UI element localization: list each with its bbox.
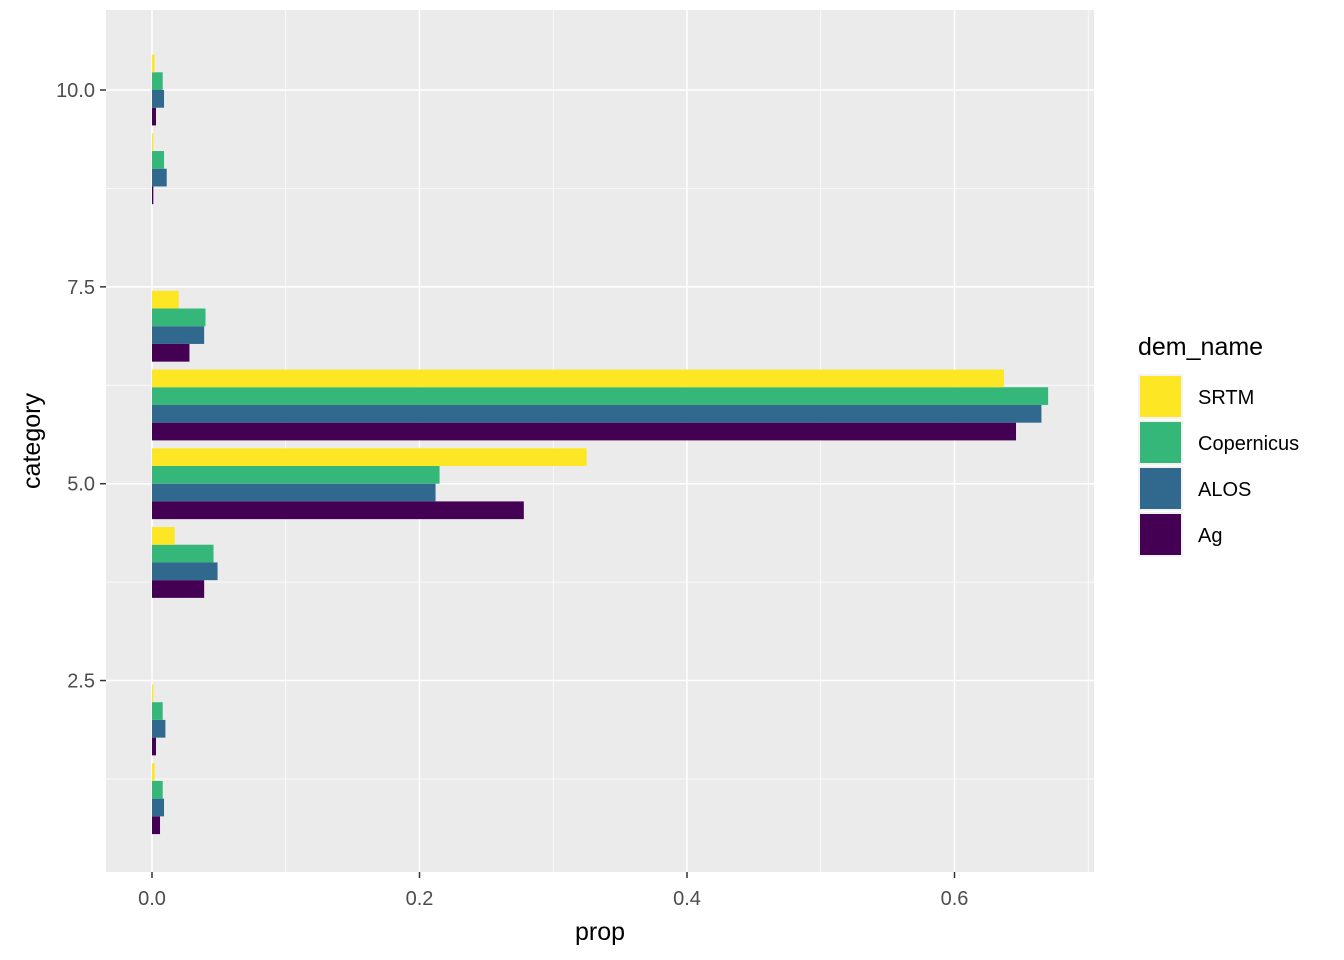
bar-ag-cat-9	[152, 186, 154, 205]
bar-ag-cat-6	[152, 422, 1017, 441]
bar-srtm-cat-4	[152, 527, 175, 545]
bar-ag-cat-10	[152, 107, 157, 126]
legend-title: dem_name	[1138, 333, 1263, 361]
x-tick-label: 0.0	[138, 888, 166, 910]
bar-ag-cat-5	[152, 501, 524, 520]
y-tick-label: 2.5	[67, 671, 95, 693]
bar-alos-cat-6	[152, 404, 1042, 423]
legend-key-srtm	[1140, 376, 1181, 417]
legend-label-ag: Ag	[1198, 525, 1222, 547]
bar-alos-cat-10	[152, 90, 165, 108]
x-axis: 0.0 0.2 0.4 0.6	[138, 872, 968, 910]
x-tick-label: 0.6	[941, 888, 969, 910]
bar-srtm-cat-1	[152, 763, 155, 781]
legend-label-alos: ALOS	[1198, 479, 1251, 501]
bar-ag-cat-7	[152, 343, 190, 362]
bar-alos-cat-1	[152, 798, 165, 817]
bar-srtm-cat-9	[152, 133, 154, 152]
legend: dem_name SRTM Copernicus ALOS Ag	[1138, 333, 1299, 557]
bar-copernicus-cat-1	[152, 780, 163, 799]
bar-copernicus-cat-6	[152, 387, 1049, 405]
bar-srtm-cat-7	[152, 290, 179, 309]
panel-background	[106, 10, 1094, 872]
bar-alos-cat-9	[152, 168, 167, 187]
legend-label-srtm: SRTM	[1198, 387, 1254, 409]
bar-srtm-cat-5	[152, 448, 587, 466]
x-tick-label: 0.4	[673, 888, 701, 910]
legend-key-alos	[1140, 468, 1181, 509]
y-tick-label: 10.0	[56, 80, 95, 102]
legend-key-ag	[1140, 514, 1181, 555]
bar-alos-cat-4	[152, 562, 218, 581]
bar-copernicus-cat-5	[152, 465, 440, 484]
legend-label-copernicus: Copernicus	[1198, 433, 1299, 455]
y-axis-title: category	[18, 393, 46, 489]
bar-ag-cat-1	[152, 816, 161, 835]
bar-copernicus-cat-10	[152, 72, 163, 90]
y-axis: 2.5 5.0 7.5 10.0	[56, 80, 106, 693]
bar-copernicus-cat-9	[152, 151, 165, 169]
y-tick-label: 5.0	[67, 474, 95, 496]
bar-srtm-cat-6	[152, 369, 1004, 388]
bar-alos-cat-2	[152, 719, 166, 738]
x-tick-label: 0.2	[406, 888, 434, 910]
bar-alos-cat-5	[152, 483, 436, 502]
bar-alos-cat-7	[152, 326, 205, 344]
legend-key-copernicus	[1140, 422, 1181, 463]
y-tick-label: 7.5	[67, 277, 95, 299]
bar-ag-cat-4	[152, 580, 205, 598]
bar-copernicus-cat-4	[152, 544, 214, 563]
bar-copernicus-cat-2	[152, 702, 163, 720]
bar-srtm-cat-2	[152, 684, 154, 703]
bar-ag-cat-2	[152, 737, 157, 756]
bar-copernicus-cat-7	[152, 308, 206, 327]
x-axis-title: prop	[575, 918, 625, 946]
bars	[152, 54, 1049, 835]
bar-srtm-cat-10	[152, 54, 155, 73]
